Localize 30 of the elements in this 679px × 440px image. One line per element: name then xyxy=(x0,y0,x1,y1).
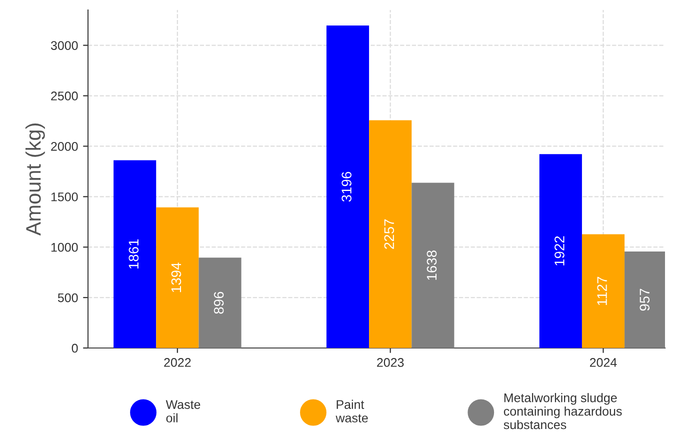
bar xyxy=(539,154,582,348)
data-label: 1638 xyxy=(426,250,437,280)
y-tick-label: 1000 xyxy=(51,242,78,252)
data-label: 3196 xyxy=(342,172,352,202)
x-tick-label: 2022 xyxy=(164,358,191,367)
data-label: 2257 xyxy=(384,219,394,249)
x-tick-label: 2023 xyxy=(377,358,404,367)
legend-label: Paint waste xyxy=(336,400,368,422)
y-tick-label: 2000 xyxy=(51,142,78,151)
y-tick-label: 3000 xyxy=(50,41,78,50)
data-label: 896 xyxy=(214,292,224,314)
data-label: 1922 xyxy=(554,236,564,266)
bar xyxy=(412,182,454,348)
bar xyxy=(326,26,370,348)
y-tick-label: 2500 xyxy=(51,92,78,100)
bar xyxy=(198,258,242,348)
data-label: 1127 xyxy=(597,276,607,306)
bar xyxy=(156,207,199,348)
y-tick-label: 0 xyxy=(72,344,78,353)
data-label: 957 xyxy=(640,288,650,311)
bar xyxy=(114,160,156,348)
bar xyxy=(369,120,412,348)
data-label: 1394 xyxy=(171,262,182,292)
legend-label: Metalworking sludge containing hazardous substances xyxy=(504,393,622,430)
x-tick-label: 2024 xyxy=(590,358,617,367)
y-tick-label: 500 xyxy=(58,293,78,302)
y-tick-label: 1500 xyxy=(51,192,78,202)
y-axis-title: Amount (kg) xyxy=(25,124,45,236)
data-label: 1861 xyxy=(128,239,139,269)
legend-label: Waste oil xyxy=(166,400,200,422)
